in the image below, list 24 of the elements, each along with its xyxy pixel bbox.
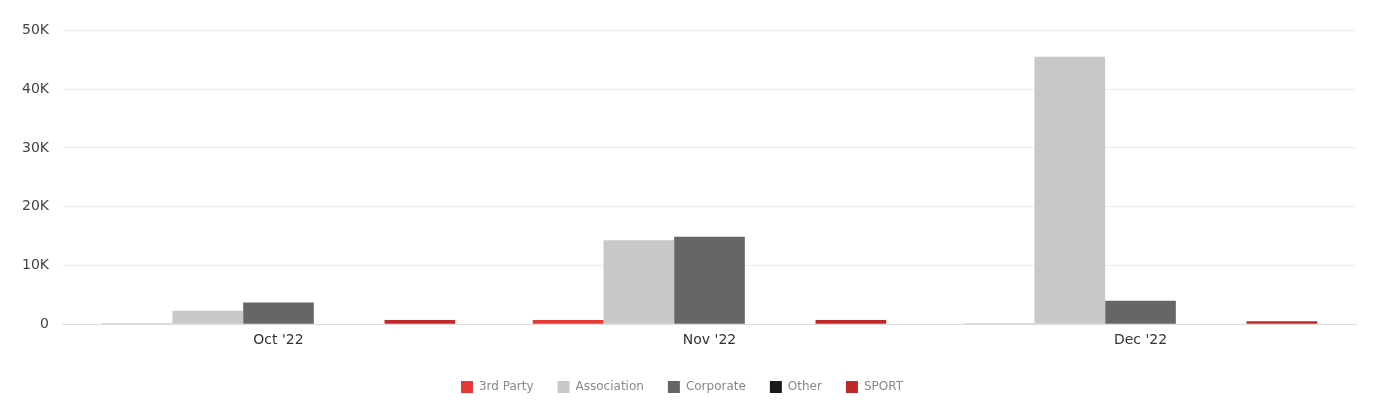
bar [815, 320, 887, 324]
x-tick-label: Oct '22 [253, 331, 304, 348]
bar [384, 320, 456, 324]
bar [1105, 300, 1176, 324]
bar [674, 236, 745, 324]
bar [532, 320, 604, 324]
y-tick-label: 30K [22, 138, 50, 155]
bar [1246, 321, 1318, 324]
y-tick-label: 50K [22, 21, 50, 38]
y-tick-label: 10K [22, 256, 50, 273]
legend-label: Corporate [685, 379, 746, 394]
bar [1034, 56, 1106, 324]
y-tick-label: 20K [22, 197, 50, 214]
x-tick-label: Nov '22 [682, 331, 737, 348]
y-tick-label: 0 [40, 314, 49, 331]
legend-label: Association [575, 379, 644, 394]
x-tick-label: Dec '22 [1113, 331, 1168, 348]
legend-label: SPORT [863, 379, 904, 394]
y-tick-label: 40K [22, 79, 50, 96]
legend-label: 3rd Party [478, 379, 534, 394]
legend-label: Other [787, 379, 822, 394]
bar [243, 302, 314, 324]
bar [172, 310, 244, 324]
bar [603, 240, 675, 324]
